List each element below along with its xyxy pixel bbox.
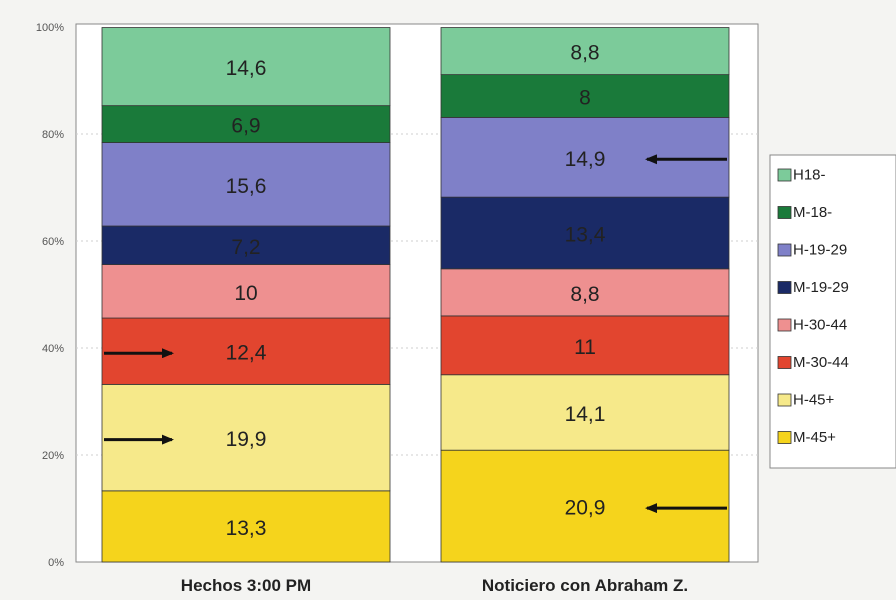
legend-label: H-19-29	[793, 242, 847, 259]
y-tick-label: 0%	[48, 557, 64, 569]
legend-swatch	[777, 393, 792, 407]
bar-segment	[101, 105, 391, 143]
x-category-label: Noticiero con Abraham Z.	[482, 576, 688, 595]
y-tick-label: 60%	[42, 236, 64, 248]
gridlines	[76, 133, 758, 456]
legend-label: M-19-29	[793, 279, 849, 296]
bar-value-label: 12,4	[226, 342, 267, 365]
bar-segment	[440, 449, 730, 563]
bar-value-label: 19,9	[226, 428, 267, 451]
y-tick-label: 40%	[42, 343, 64, 355]
bar-value-label: 11	[574, 336, 596, 359]
bar-segment	[101, 490, 391, 563]
bar-value-label: 14,9	[565, 148, 606, 171]
legend-label: H18-	[793, 167, 826, 184]
bar-value-label: 8,8	[570, 42, 599, 65]
y-tick-label: 80%	[42, 129, 64, 141]
legend-box	[769, 154, 896, 469]
legend-swatch	[777, 356, 792, 369]
legend-label: M-30-44	[793, 354, 849, 371]
bar-segment	[101, 317, 391, 385]
legend: H18- M-18- H-19-29 M-19-29 H-30-44 M-30-44 H-4…	[769, 154, 896, 469]
legend-swatch	[777, 206, 792, 219]
bar-value-label: 14,1	[565, 403, 606, 426]
bar-value-label: 20,9	[565, 497, 606, 520]
y-axis: 0% 20% 40% 60% 80% 100%	[36, 22, 64, 569]
bar-segment	[101, 27, 391, 107]
x-axis: Hechos 3:00 PM Noticiero con Abraham Z.	[181, 576, 688, 595]
bar-segment	[440, 27, 730, 76]
bar-segment	[440, 117, 730, 198]
legend-label: H-45+	[793, 392, 835, 409]
legend-label: M-18-	[793, 204, 832, 221]
legend-swatch	[777, 281, 792, 294]
bar-value-label: 13,4	[565, 223, 606, 246]
annotation-arrows	[104, 154, 727, 514]
x-category-label: Hechos 3:00 PM	[181, 576, 311, 595]
legend-label: M-45+	[793, 429, 836, 446]
bar-segment	[101, 225, 391, 265]
bars	[101, 27, 730, 563]
bar-segment	[440, 315, 730, 376]
y-tick-label: 20%	[42, 450, 64, 462]
bar-value-label: 13,3	[226, 517, 267, 540]
legend-label: H-30-44	[793, 317, 847, 334]
legend-swatch	[777, 243, 792, 257]
legend-swatch	[777, 318, 792, 332]
bar-value-label: 6,9	[231, 115, 260, 138]
bar-value-label: 8,8	[570, 283, 599, 306]
data-labels: 13,3 19,9 12,4 10 7,2 15,6 6,9 14,6 20,9 14,1 11 8,…	[226, 42, 606, 540]
bar-segment	[101, 142, 391, 227]
bar-value-label: 14,6	[226, 57, 267, 80]
bar-segment	[440, 196, 730, 270]
bar-value-label: 10	[234, 282, 257, 305]
bar-value-label: 8	[579, 87, 591, 110]
bar-value-label: 15,6	[226, 175, 267, 198]
bar-segment	[101, 264, 391, 319]
legend-swatch	[777, 431, 792, 444]
bar-value-label: 7,2	[231, 236, 260, 259]
bar-segment	[440, 374, 730, 451]
legend-swatch	[777, 168, 792, 182]
y-tick-label: 100%	[36, 22, 64, 34]
bar-segment	[440, 268, 730, 317]
